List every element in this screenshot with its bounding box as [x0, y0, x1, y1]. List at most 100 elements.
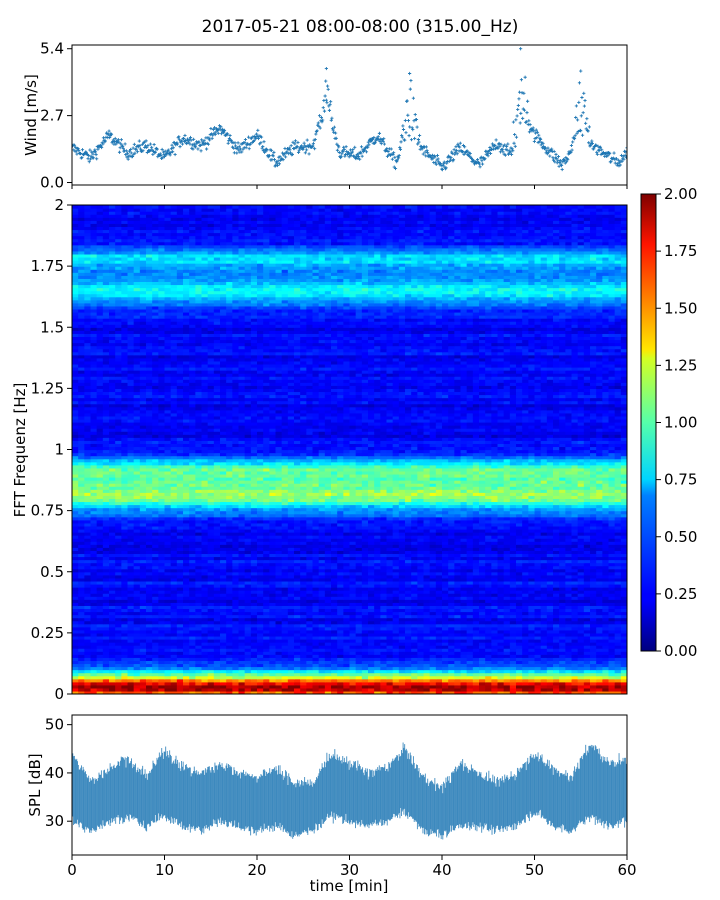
spectrogram-cell — [238, 577, 246, 582]
spectrogram-cell — [392, 580, 400, 585]
wind-point — [414, 117, 419, 122]
spectrogram-cell — [442, 580, 449, 585]
spectrogram-cell — [509, 645, 517, 649]
spectrogram-cell — [559, 648, 566, 652]
spectrogram-cell — [411, 571, 418, 576]
spectrogram-cell — [109, 623, 116, 628]
spectrogram-cell — [583, 580, 591, 585]
spectrogram-cell — [170, 611, 178, 616]
spectrogram-cell — [213, 614, 221, 619]
spectrogram-cell — [565, 638, 573, 643]
spectrogram-cell — [133, 675, 141, 680]
spectrogram-cell — [324, 654, 332, 658]
spectrogram-cell — [380, 577, 388, 582]
spectrogram-cell — [269, 638, 277, 643]
spectrogram-cell — [102, 568, 110, 573]
spectrogram-cell — [380, 632, 388, 637]
spectrogram-cell — [590, 617, 597, 622]
wind-point — [90, 150, 94, 154]
spectrogram-cell — [250, 678, 258, 683]
spectrogram-cell — [152, 642, 159, 646]
spectrogram-cell — [442, 660, 449, 665]
spectrogram-cell — [96, 657, 104, 661]
spectrogram-cell — [287, 657, 295, 661]
spectrogram-cell — [96, 632, 104, 637]
spectrogram-cell — [139, 587, 147, 591]
spectrogram-cell — [479, 632, 486, 637]
spectrogram-cell — [355, 654, 363, 658]
spectrogram-cell — [139, 635, 147, 640]
spectrogram-cell — [324, 593, 332, 597]
spectrogram-cell — [275, 654, 283, 658]
spectrogram-cell — [102, 593, 110, 597]
spectrogram-cell — [485, 654, 492, 658]
spectrogram-cell — [269, 669, 277, 674]
spectrogram-cell — [559, 681, 566, 686]
spectrogram-cell — [183, 648, 190, 652]
spectrogram-cell — [368, 620, 375, 625]
wind-point — [625, 146, 627, 150]
spectrogram-cell — [170, 565, 178, 570]
spectrogram-cell — [213, 596, 221, 600]
spectrogram-cell — [139, 642, 147, 646]
spectrogram-cell — [176, 587, 184, 591]
spectrogram-cell — [300, 651, 307, 655]
spectrogram-cell — [263, 684, 270, 689]
spectrogram-cell — [331, 571, 338, 576]
spectrogram-cell — [183, 672, 190, 677]
spectrogram-cell — [201, 602, 209, 606]
spectrogram-cell — [318, 642, 326, 646]
spectrogram-cell — [553, 684, 560, 689]
spectrogram-cell — [306, 593, 314, 597]
spectrogram-cell — [571, 596, 579, 600]
spectrogram-cell — [312, 684, 320, 689]
spectrogram-cell — [516, 583, 523, 588]
spectrogram-cell — [398, 666, 406, 671]
spectrogram-cell — [244, 645, 252, 649]
spectrogram-cell — [152, 614, 159, 619]
spectrogram-cell — [448, 660, 455, 665]
spectrogram-cell — [121, 663, 129, 668]
spectrogram-cell — [485, 583, 492, 588]
spectrogram-cell — [620, 642, 627, 646]
spectrogram-cell — [263, 587, 270, 591]
spectrogram-cell — [337, 587, 344, 591]
wind-point — [424, 145, 428, 149]
spectrogram-cell — [392, 623, 400, 628]
spectrogram-cell — [534, 638, 542, 643]
spectrogram-cell — [392, 681, 400, 686]
spectrogram-cell — [479, 617, 486, 622]
spectrogram-cell — [596, 657, 603, 661]
spectrogram-cell — [454, 626, 462, 631]
wind-point — [337, 145, 341, 149]
wind-point — [319, 115, 324, 120]
spectrogram-cell — [392, 574, 400, 579]
spectrogram-cell — [84, 565, 92, 570]
spectrogram-cell — [226, 565, 233, 570]
spectrogram-cell — [306, 666, 314, 671]
spectrogram-cell — [133, 617, 141, 622]
spectrogram-cell — [287, 580, 295, 585]
spectrogram-cell — [102, 602, 110, 606]
spectrogram-cell — [380, 620, 388, 625]
spectrogram-cell — [374, 614, 381, 619]
spectrogram-cell — [614, 681, 622, 686]
spectrogram-cell — [72, 678, 79, 683]
spectrogram-cell — [207, 571, 215, 576]
spectrogram-cell — [602, 663, 610, 668]
spectrogram-cell — [497, 580, 505, 585]
spectrogram-cell — [337, 638, 344, 643]
spectrogram-cell — [102, 648, 110, 652]
spectrogram-cell — [417, 651, 425, 655]
spectrogram-cell — [201, 681, 209, 686]
spectrogram-cell — [281, 635, 289, 640]
spectrogram-cell — [78, 599, 85, 603]
spectrogram-cell — [183, 593, 190, 597]
spectrogram-cell — [226, 687, 233, 692]
spectrogram-cell — [485, 574, 492, 579]
spectrogram-cell — [300, 648, 307, 652]
spectrogram-cell — [516, 678, 523, 683]
wind-point — [325, 84, 330, 88]
spectrogram-cell — [355, 611, 363, 616]
spectrogram-cell — [343, 587, 351, 591]
